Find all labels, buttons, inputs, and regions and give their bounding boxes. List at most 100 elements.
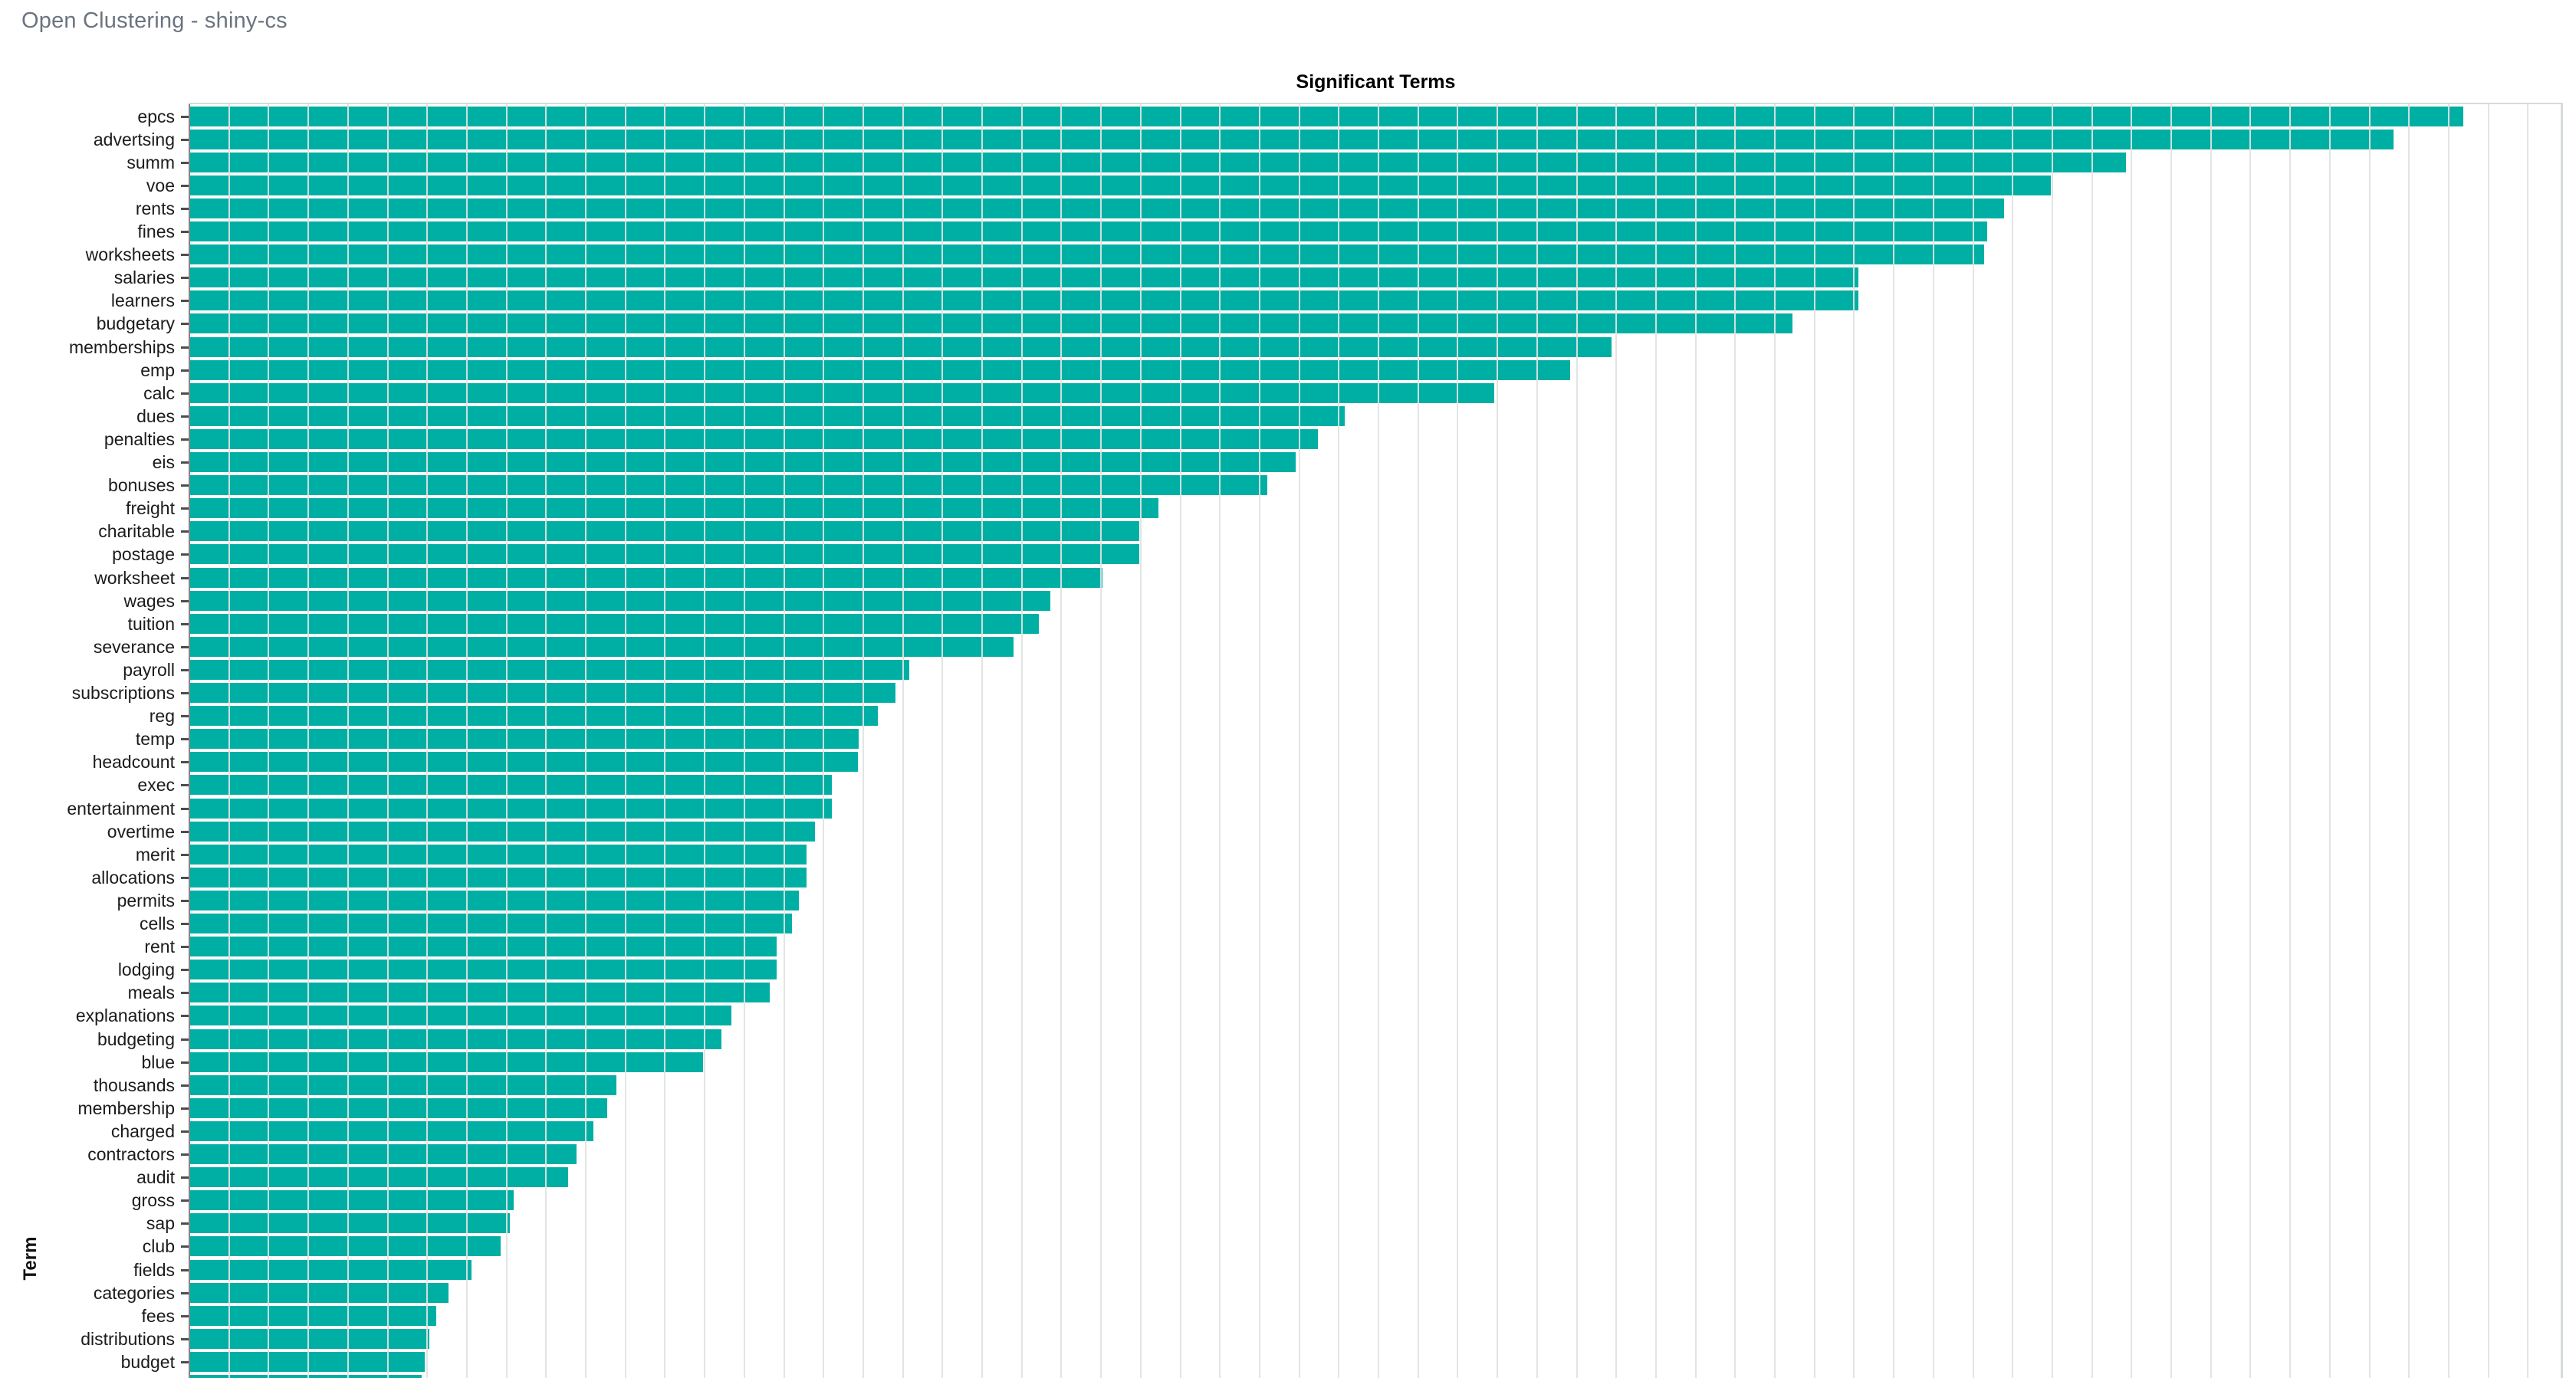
bar[interactable] bbox=[189, 106, 2463, 126]
bar[interactable] bbox=[189, 175, 2051, 195]
bar[interactable] bbox=[189, 198, 2004, 218]
bar[interactable] bbox=[189, 1328, 430, 1349]
bar[interactable] bbox=[189, 359, 1571, 380]
bar[interactable] bbox=[189, 1120, 594, 1141]
bar[interactable] bbox=[189, 1351, 425, 1372]
bar[interactable] bbox=[189, 1259, 472, 1280]
bar[interactable] bbox=[189, 1097, 607, 1118]
term-label: severance bbox=[93, 636, 175, 657]
bar[interactable] bbox=[189, 613, 1040, 634]
bar[interactable] bbox=[189, 475, 1267, 496]
y-axis-tick bbox=[181, 161, 189, 164]
panel-top-border bbox=[189, 103, 2563, 104]
bar[interactable] bbox=[189, 1213, 511, 1234]
y-axis-tick bbox=[181, 438, 189, 441]
bar[interactable] bbox=[189, 567, 1103, 588]
y-axis-line bbox=[189, 103, 190, 1378]
gridline bbox=[1814, 103, 1815, 1378]
bar[interactable] bbox=[189, 498, 1158, 519]
bar[interactable] bbox=[189, 1190, 514, 1211]
gridline bbox=[2131, 103, 2132, 1378]
y-axis-tick bbox=[181, 231, 189, 233]
term-label: thousands bbox=[93, 1075, 175, 1095]
bar[interactable] bbox=[189, 1282, 449, 1303]
bar[interactable] bbox=[189, 636, 1014, 657]
y-axis-tick bbox=[181, 184, 189, 187]
bar[interactable] bbox=[189, 960, 777, 980]
y-axis-tick bbox=[181, 923, 189, 925]
bar[interactable] bbox=[189, 336, 1612, 357]
bar[interactable] bbox=[189, 683, 895, 703]
gridline bbox=[704, 103, 705, 1378]
bar[interactable] bbox=[189, 1006, 731, 1026]
bar[interactable] bbox=[189, 1144, 577, 1164]
bar[interactable] bbox=[189, 659, 909, 680]
term-label: temp bbox=[135, 729, 175, 750]
bar[interactable] bbox=[189, 428, 1318, 449]
bar[interactable] bbox=[189, 290, 1858, 311]
bar[interactable] bbox=[189, 821, 815, 842]
bar[interactable] bbox=[189, 590, 1050, 611]
gridline bbox=[744, 103, 745, 1378]
bar[interactable] bbox=[189, 1305, 437, 1326]
bar[interactable] bbox=[189, 752, 859, 773]
gridline bbox=[941, 103, 943, 1378]
gridline bbox=[1655, 103, 1657, 1378]
gridline bbox=[1140, 103, 1142, 1378]
gridline bbox=[823, 103, 824, 1378]
bar[interactable] bbox=[189, 152, 2126, 172]
bar[interactable] bbox=[189, 267, 1858, 288]
bar[interactable] bbox=[189, 313, 1793, 334]
bar[interactable] bbox=[189, 452, 1296, 472]
y-axis-tick bbox=[181, 1314, 189, 1317]
bar[interactable] bbox=[189, 937, 777, 957]
term-label: budget bbox=[120, 1351, 175, 1372]
term-label: blue bbox=[141, 1052, 175, 1072]
bar[interactable] bbox=[189, 1075, 617, 1095]
bar[interactable] bbox=[189, 890, 799, 910]
bar[interactable] bbox=[189, 729, 859, 750]
gridline bbox=[784, 103, 785, 1378]
bar[interactable] bbox=[189, 844, 807, 865]
bar[interactable] bbox=[189, 1052, 704, 1072]
bar[interactable] bbox=[189, 1167, 568, 1188]
y-axis-tick bbox=[181, 1199, 189, 1202]
term-label: tuition bbox=[127, 613, 175, 634]
y-axis-tick bbox=[181, 645, 189, 648]
gridline bbox=[625, 103, 626, 1378]
bar-partial[interactable] bbox=[189, 1375, 422, 1378]
term-label: fees bbox=[141, 1305, 175, 1326]
y-axis-tick bbox=[181, 599, 189, 602]
bar[interactable] bbox=[189, 1029, 721, 1049]
bar[interactable] bbox=[189, 221, 1987, 241]
term-label: budgeting bbox=[97, 1029, 175, 1049]
term-label: payroll bbox=[123, 659, 175, 680]
gridline bbox=[1378, 103, 1379, 1378]
bar[interactable] bbox=[189, 983, 770, 1003]
bar[interactable] bbox=[189, 1236, 501, 1257]
y-axis-tick bbox=[181, 553, 189, 556]
gridline bbox=[2527, 103, 2528, 1378]
gridline bbox=[1060, 103, 1062, 1378]
bar[interactable] bbox=[189, 382, 1495, 403]
bar[interactable] bbox=[189, 867, 807, 887]
term-label: charitable bbox=[98, 521, 175, 542]
bar[interactable] bbox=[189, 244, 1984, 265]
gridline bbox=[1338, 103, 1339, 1378]
app-header-title: Open Clustering - shiny-cs bbox=[21, 8, 288, 33]
y-axis-tick bbox=[181, 969, 189, 972]
bar[interactable] bbox=[189, 775, 832, 796]
bar[interactable] bbox=[189, 405, 1345, 426]
gridline bbox=[1853, 103, 1855, 1378]
gridline bbox=[347, 103, 349, 1378]
bar[interactable] bbox=[189, 914, 792, 933]
y-axis-tick bbox=[181, 415, 189, 418]
bar[interactable] bbox=[189, 706, 879, 727]
y-axis-tick bbox=[181, 1337, 189, 1340]
bar[interactable] bbox=[189, 798, 832, 819]
y-axis-tick bbox=[181, 115, 189, 118]
bar[interactable] bbox=[189, 129, 2394, 149]
gridline bbox=[902, 103, 904, 1378]
term-label: postage bbox=[112, 544, 175, 565]
